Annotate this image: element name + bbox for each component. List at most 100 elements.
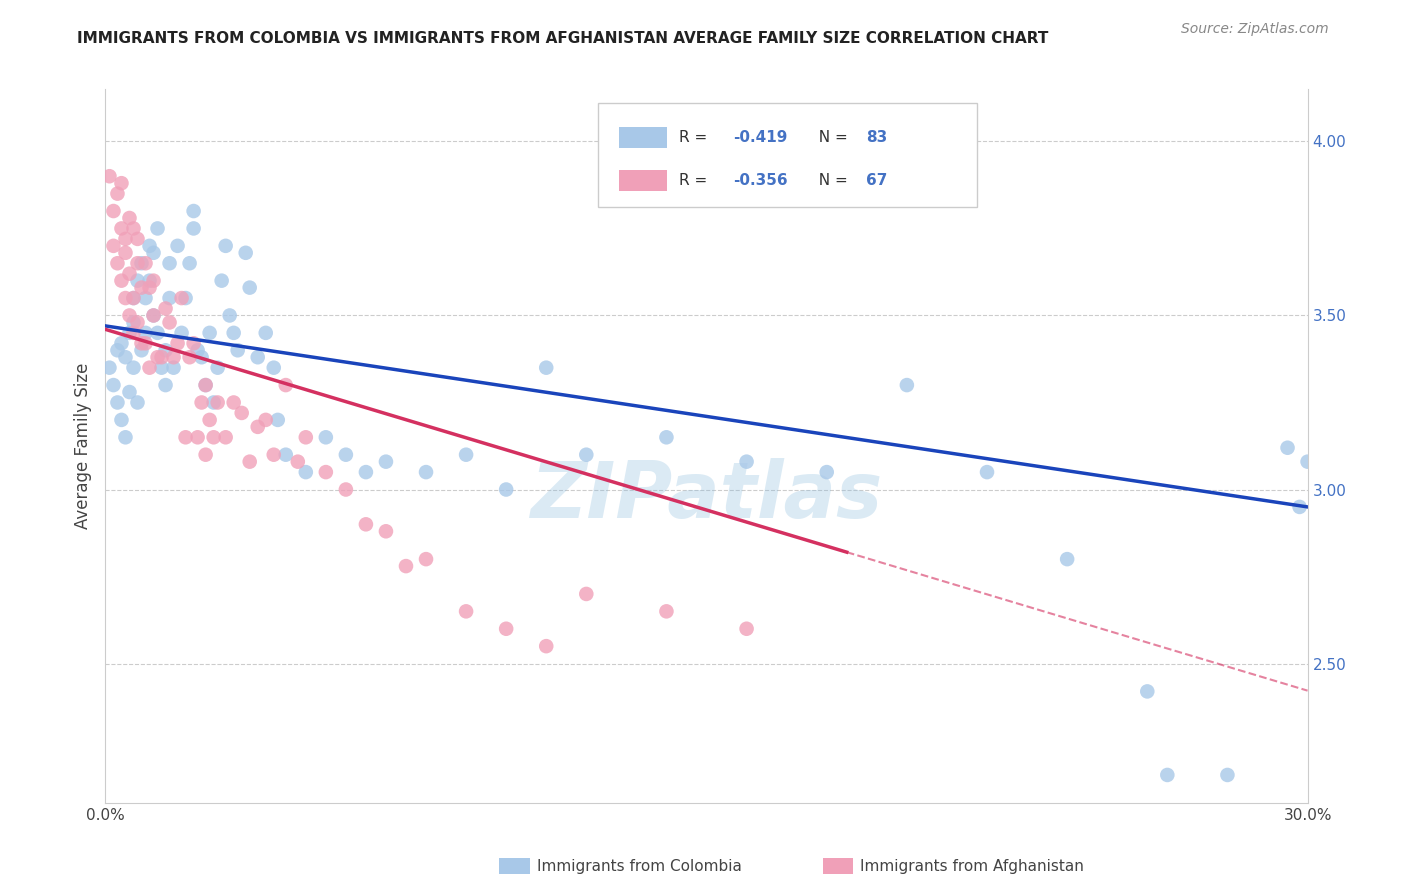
Point [198,326,221,340]
Point [896,378,918,392]
Point [118,267,141,281]
Point [1156,768,1178,782]
Point [103,204,125,219]
Point [735,622,758,636]
Point [183,336,205,351]
Point [122,326,145,340]
Point [166,239,188,253]
Point [254,326,277,340]
Point [207,360,229,375]
FancyBboxPatch shape [619,169,666,191]
Point [395,559,418,574]
Point [315,465,337,479]
Point [454,448,477,462]
Point [207,395,229,409]
Point [150,360,173,375]
Text: Source: ZipAtlas.com: Source: ZipAtlas.com [1181,22,1329,37]
Point [159,315,181,329]
Point [274,378,297,392]
Point [159,291,181,305]
Point [122,291,145,305]
Point [114,350,136,364]
Point [211,274,233,288]
Point [335,448,357,462]
Text: IMMIGRANTS FROM COLOMBIA VS IMMIGRANTS FROM AFGHANISTAN AVERAGE FAMILY SIZE CORR: IMMIGRANTS FROM COLOMBIA VS IMMIGRANTS F… [77,31,1049,46]
Point [155,378,177,392]
Text: Immigrants from Colombia: Immigrants from Colombia [537,859,742,873]
Text: ZIPatlas: ZIPatlas [530,458,883,534]
Point [131,343,153,358]
Point [122,360,145,375]
Point [174,291,197,305]
Point [267,413,290,427]
Point [110,274,132,288]
Point [246,420,269,434]
Point [575,587,598,601]
Point [222,326,245,340]
Point [415,552,437,566]
Text: N =: N = [808,130,852,145]
Point [146,326,169,340]
Point [183,204,205,219]
Point [138,274,160,288]
Point [235,245,257,260]
Point [142,309,165,323]
Point [254,413,277,427]
Point [976,465,998,479]
Point [107,343,129,358]
FancyBboxPatch shape [599,103,977,207]
Point [231,406,253,420]
Point [114,430,136,444]
Point [295,430,318,444]
Point [1288,500,1310,514]
Y-axis label: Average Family Size: Average Family Size [73,363,91,529]
Point [142,245,165,260]
Point [127,395,149,409]
Point [162,360,184,375]
Point [274,448,297,462]
Text: R =: R = [679,130,711,145]
Point [135,256,157,270]
Point [127,315,149,329]
Point [354,465,377,479]
Point [127,256,149,270]
Point [118,326,141,340]
Point [170,291,193,305]
Point [155,301,177,316]
Point [198,413,221,427]
Point [162,350,184,364]
Point [138,360,160,375]
Point [534,639,557,653]
Point [218,309,240,323]
Point [98,169,121,184]
Point [239,280,262,294]
Point [655,604,678,618]
Text: -0.356: -0.356 [733,173,787,188]
Point [127,232,149,246]
Point [107,395,129,409]
Point [1216,768,1239,782]
Point [103,239,125,253]
Point [1056,552,1078,566]
Point [146,221,169,235]
Text: 67: 67 [866,173,887,188]
Point [122,221,145,235]
Point [194,448,217,462]
Point [114,232,136,246]
Point [98,360,121,375]
Point [194,378,217,392]
Point [287,455,309,469]
Point [127,274,149,288]
Point [138,239,160,253]
Point [454,604,477,618]
Point [202,395,225,409]
Point [114,245,136,260]
Point [107,256,129,270]
Point [183,221,205,235]
Text: 83: 83 [866,130,887,145]
Point [146,350,169,364]
Point [222,395,245,409]
Point [118,385,141,400]
Point [150,350,173,364]
Point [155,343,177,358]
